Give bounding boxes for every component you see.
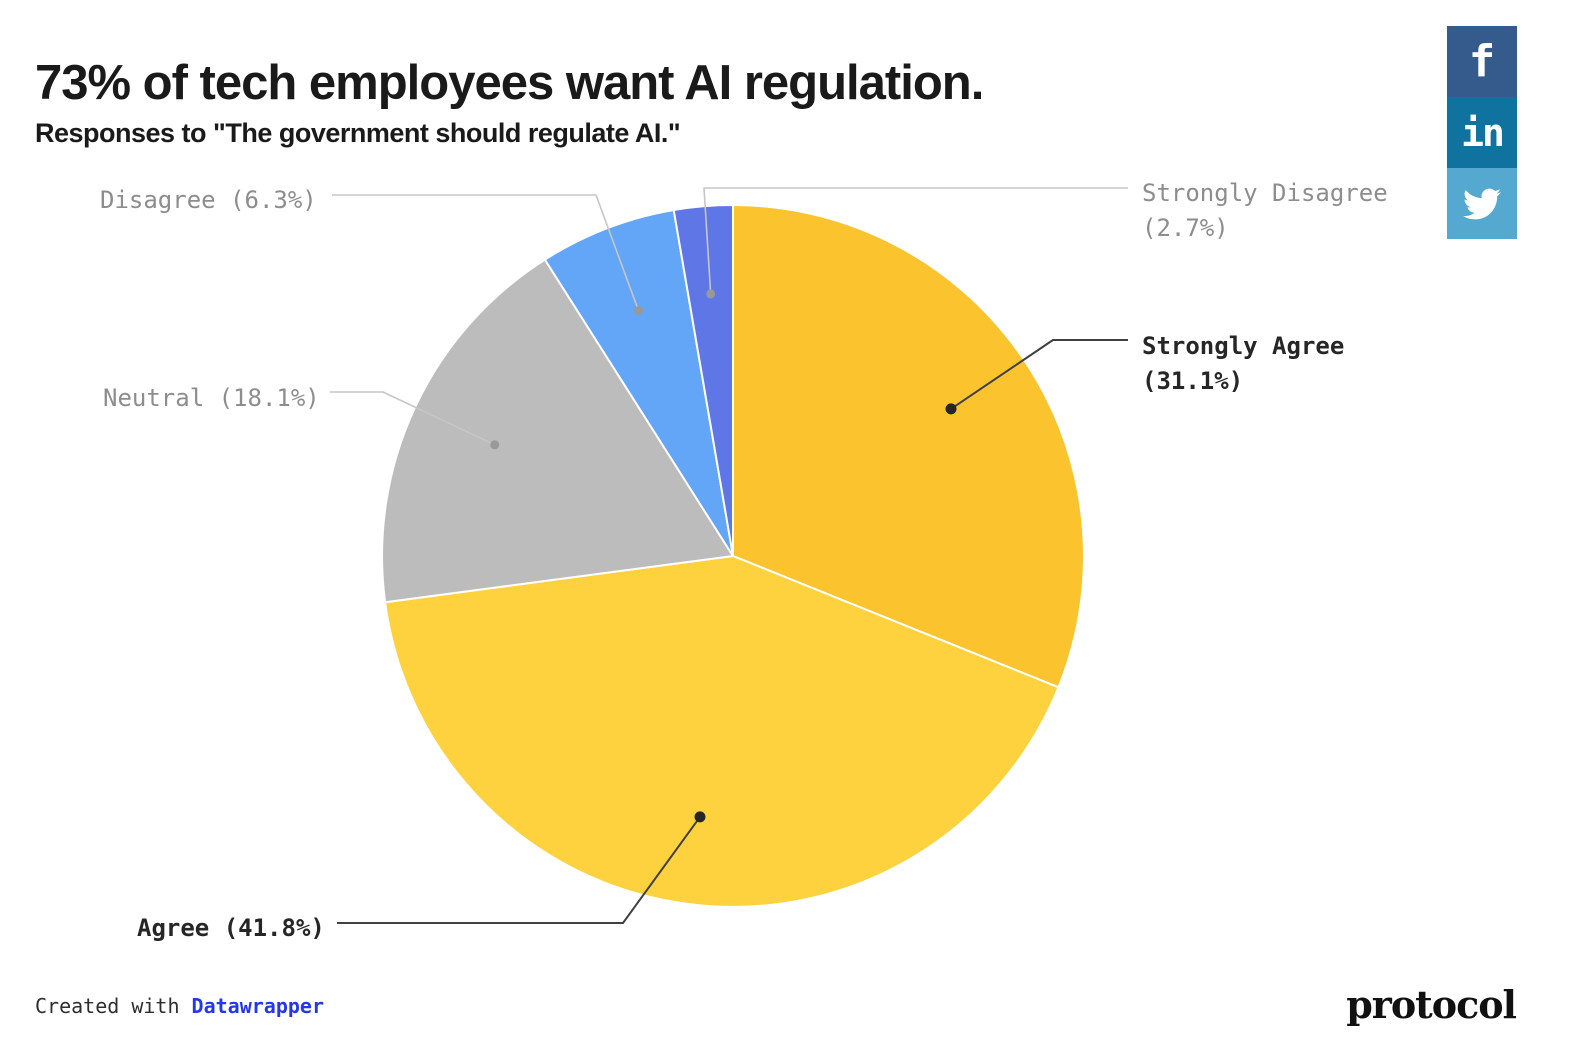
callout-dot-agree bbox=[694, 811, 706, 823]
page-title: 73% of tech employees want AI regulation… bbox=[35, 55, 984, 110]
callout-dot-strongly-agree bbox=[945, 403, 957, 415]
facebook-icon: f bbox=[1468, 35, 1496, 87]
page-subtitle: Responses to "The government should regu… bbox=[35, 118, 681, 149]
attribution-prefix: Created with bbox=[35, 994, 192, 1018]
callout-dot-disagree bbox=[634, 306, 643, 316]
pie-slice-agree[interactable] bbox=[384, 555, 1060, 908]
callout-label-strongly-disagree: Strongly Disagree (2.7%) bbox=[1142, 176, 1388, 246]
callout-label-disagree: Disagree (6.3%) bbox=[100, 186, 317, 214]
twitter-bird-icon bbox=[1463, 188, 1501, 219]
callout-lines bbox=[330, 187, 1128, 924]
callout-label-strongly-agree: Strongly Agree (31.1%) bbox=[1142, 329, 1344, 399]
callout-label-line1: Strongly Agree bbox=[1142, 332, 1345, 360]
callout-line-agree bbox=[337, 816, 701, 924]
callout-line-strongly-agree bbox=[950, 339, 1128, 410]
callout-line-strongly-disagree bbox=[703, 187, 1128, 294]
callout-line-disagree bbox=[332, 194, 640, 311]
callout-dots bbox=[490, 289, 957, 823]
callout-dot-neutral bbox=[490, 440, 500, 450]
facebook-share-button[interactable]: f bbox=[1447, 26, 1517, 97]
pie-slice-strongly-disagree[interactable] bbox=[672, 203, 734, 557]
twitter-share-button[interactable] bbox=[1447, 168, 1517, 239]
callout-label-line1: Strongly Disagree bbox=[1142, 179, 1388, 207]
linkedin-icon: in bbox=[1461, 110, 1505, 155]
protocol-logo: protocol bbox=[1346, 982, 1517, 1027]
callout-label-line2: (31.1%) bbox=[1142, 367, 1244, 395]
datawrapper-link[interactable]: Datawrapper bbox=[191, 994, 324, 1018]
share-rail: f in bbox=[1447, 26, 1517, 239]
pie-slices bbox=[381, 203, 1085, 908]
callout-line-neutral bbox=[330, 391, 496, 446]
linkedin-share-button[interactable]: in bbox=[1447, 97, 1517, 168]
callout-dot-strongly-disagree bbox=[706, 289, 716, 299]
attribution: Created with Datawrapper bbox=[35, 994, 324, 1018]
callout-label-neutral: Neutral (18.1%) bbox=[103, 384, 320, 412]
callout-label-line2: (2.7%) bbox=[1142, 214, 1229, 242]
callout-label-agree: Agree (41.8%) bbox=[137, 914, 325, 942]
pie-slice-disagree[interactable] bbox=[543, 209, 734, 557]
